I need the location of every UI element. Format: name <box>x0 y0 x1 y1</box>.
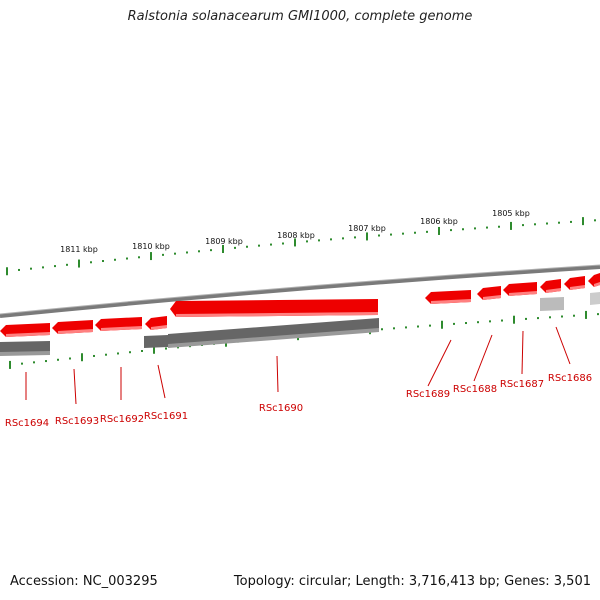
gene-label: RSc1687 <box>500 379 544 390</box>
gene-rsc1691-reverse <box>144 335 168 348</box>
genome-title: Ralstonia solanacearum GMI1000, complete… <box>127 9 473 24</box>
gene-label-leader <box>521 330 524 375</box>
gene-label-leader <box>276 355 279 393</box>
forward-gene-shade <box>6 332 50 337</box>
gene-label: RSc1686 <box>548 373 592 384</box>
gene-label-leader <box>555 326 571 365</box>
scale-label: 1806 kbp <box>420 217 458 226</box>
forward-gene-shade <box>483 295 501 300</box>
gene-rsc1687-pseudo <box>540 297 564 311</box>
gene-label: RSc1689 <box>406 389 450 400</box>
gene-label: RSc1693 <box>55 416 99 427</box>
gene-label-leader <box>473 334 493 382</box>
forward-gene-shade <box>151 325 167 330</box>
gene-label: RSc1692 <box>100 414 144 425</box>
forward-gene-shade <box>570 285 585 290</box>
accession-text: Accession: NC_003295 <box>10 574 158 589</box>
gene-label: RSc1691 <box>144 411 188 422</box>
scale-label: 1810 kbp <box>132 242 170 251</box>
scale-label: 1811 kbp <box>60 245 98 254</box>
genome-summary-text: Topology: circular; Length: 3,716,413 bp… <box>233 574 591 589</box>
genome-backbone-highlight <box>0 264 600 315</box>
inner-scale-ticks <box>9 310 599 369</box>
forward-gene-shade <box>431 299 471 304</box>
gene-label-leader <box>73 368 77 405</box>
scale-label: 1808 kbp <box>277 231 315 240</box>
gene-label: RSc1690 <box>259 403 303 414</box>
gene-rsc1690-reverse <box>168 318 379 346</box>
forward-gene-shade <box>546 288 561 293</box>
scale-label: 1807 kbp <box>348 224 386 233</box>
gene-rsc1686-pseudo <box>590 292 600 305</box>
forward-gene-shade <box>58 329 93 334</box>
forward-gene-shade <box>594 282 600 287</box>
gene-rsc1694-reverse <box>0 341 50 354</box>
forward-gene-shade <box>101 326 142 331</box>
gene-label: RSc1694 <box>5 418 49 429</box>
gene-label: RSc1688 <box>453 384 497 395</box>
forward-gene-shade <box>509 291 537 296</box>
gene-labels: RSc1694 RSc1693 RSc1692 RSc1691 RSc1690 RSc16… <box>5 326 592 429</box>
forward-gene-shade <box>176 312 378 317</box>
scale-label: 1809 kbp <box>205 237 243 246</box>
gene-rsc1694-reverse-shade <box>0 351 50 356</box>
scale-label: 1805 kbp <box>492 209 530 218</box>
gene-label-leader <box>427 339 452 387</box>
gene-label-leader <box>157 364 166 399</box>
gene-rsc1690-reverse-shade <box>168 328 379 348</box>
outer-scale-ticks <box>6 217 596 276</box>
genome-backbone <box>0 265 600 318</box>
forward-gene <box>170 299 378 317</box>
forward-genes <box>0 273 600 337</box>
scale-labels: 1811 kbp 1810 kbp 1809 kbp 1808 kbp 1807 kbp… <box>60 209 530 254</box>
